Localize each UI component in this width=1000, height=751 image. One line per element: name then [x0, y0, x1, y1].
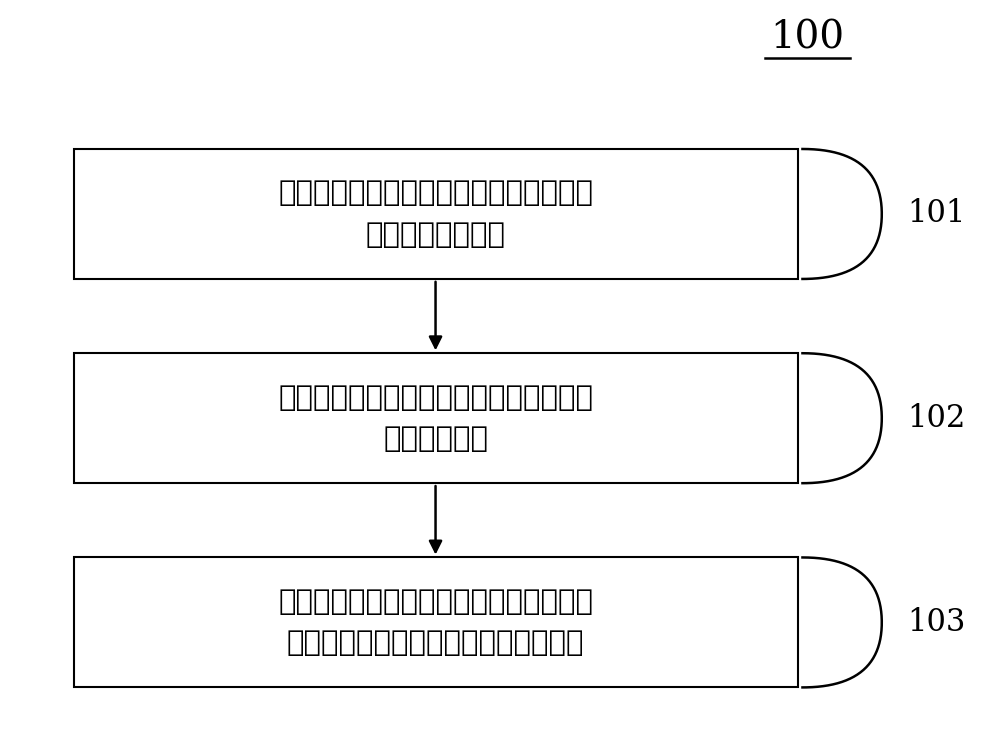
FancyBboxPatch shape [74, 557, 798, 687]
Text: 102: 102 [907, 403, 966, 434]
Text: 检测用户对工具栏设置界面中的小程序选
项的触发操作: 检测用户对工具栏设置界面中的小程序选 项的触发操作 [278, 384, 593, 453]
Text: 当检测到用户触发工具栏设置功能时，展
示工具栏设置界面: 当检测到用户触发工具栏设置功能时，展 示工具栏设置界面 [278, 179, 593, 249]
Text: 103: 103 [907, 607, 966, 638]
FancyBboxPatch shape [74, 149, 798, 279]
Text: 101: 101 [907, 198, 966, 230]
Text: 100: 100 [770, 19, 844, 56]
FancyBboxPatch shape [74, 353, 798, 483]
Text: 将触发操作指示的小程序作为目标小程序
，将目标小程序的图标添加至工具栏中: 将触发操作指示的小程序作为目标小程序 ，将目标小程序的图标添加至工具栏中 [278, 588, 593, 657]
